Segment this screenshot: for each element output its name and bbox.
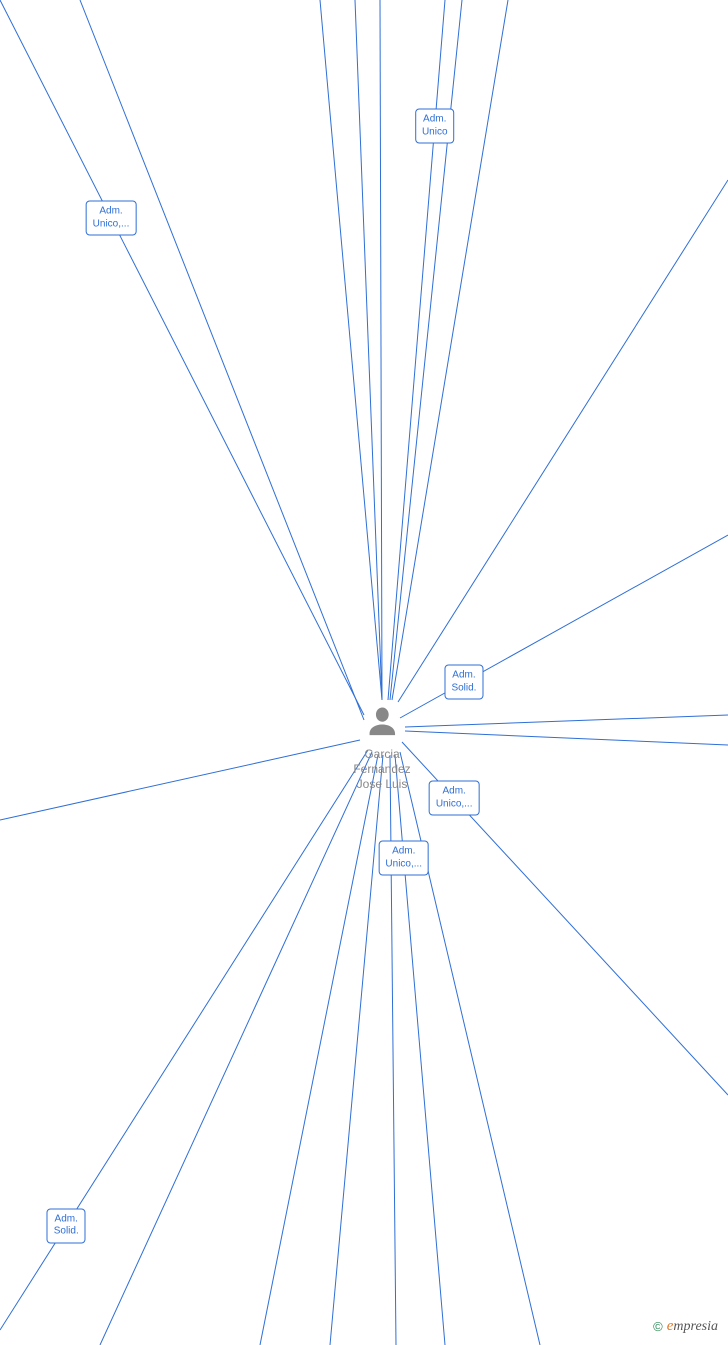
brand-rest: mpresia	[673, 1319, 718, 1334]
center-node-label: GarciaFernandezJose Luis	[353, 747, 410, 792]
attribution: © empresia	[653, 1318, 718, 1335]
person-icon	[365, 704, 399, 738]
edge-label[interactable]: Adm.Unico,...	[429, 781, 480, 816]
edge-label[interactable]: Adm.Solid.	[444, 665, 483, 700]
edge-label[interactable]: Adm.Solid.	[47, 1208, 86, 1243]
edge-line	[320, 0, 382, 700]
edge-line	[405, 731, 728, 745]
edge-line	[100, 752, 372, 1345]
edge-line	[0, 0, 364, 715]
edge-line	[398, 180, 728, 702]
edge-line	[0, 740, 360, 820]
edge-line	[388, 0, 445, 700]
center-node-person[interactable]: GarciaFernandezJose Luis	[353, 704, 410, 792]
edge-line	[390, 0, 462, 700]
edge-line	[330, 755, 383, 1345]
edge-line	[355, 0, 382, 700]
edge-line	[80, 0, 364, 720]
copyright-symbol: ©	[653, 1319, 663, 1334]
edge-line	[405, 715, 728, 727]
edge-label[interactable]: Adm.Unico	[415, 109, 455, 144]
edge-label[interactable]: Adm.Unico,...	[86, 201, 137, 236]
edge-line	[380, 0, 382, 700]
edge-label[interactable]: Adm.Unico,...	[378, 841, 429, 876]
edge-line	[260, 755, 378, 1345]
edge-line	[392, 0, 508, 700]
